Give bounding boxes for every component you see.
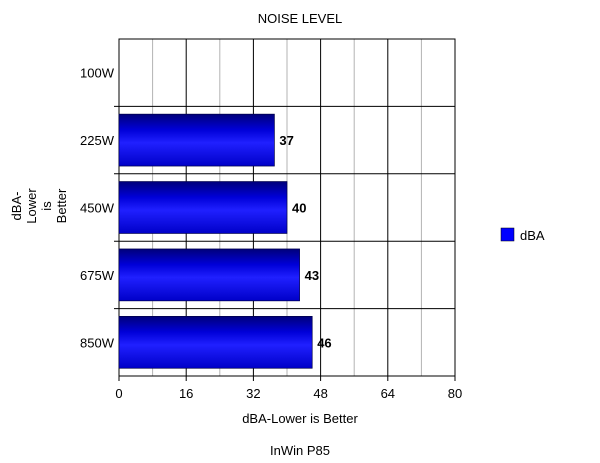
category-label: 225W: [80, 133, 115, 148]
chart-title: NOISE LEVEL: [258, 11, 343, 26]
bar: [118, 181, 288, 234]
x-axis-label: dBA-Lower is Better: [242, 411, 358, 426]
data-label: 37: [279, 133, 293, 148]
data-label: 40: [292, 201, 306, 216]
ylabel-line-3: is: [39, 201, 54, 211]
legend-swatch: [500, 227, 515, 242]
ylabel-line-2: Lower: [24, 188, 39, 224]
plot-area: 100W 225W 37 450W 40 675W 43 850W 46 0 16 32 48 64 80: [80, 38, 462, 401]
bar: [118, 113, 275, 167]
bar: [118, 248, 300, 302]
ylabel-line-4: Better: [54, 188, 69, 223]
x-tick-label: 64: [381, 386, 395, 401]
category-label: 450W: [80, 201, 115, 216]
x-tick-label: 16: [179, 386, 193, 401]
legend: dBA: [500, 227, 545, 243]
x-tick-label: 0: [115, 386, 122, 401]
x-tick-label: 32: [246, 386, 260, 401]
bar: [118, 316, 313, 369]
data-label: 43: [305, 268, 319, 283]
category-label: 850W: [80, 335, 115, 350]
legend-label: dBA: [520, 228, 545, 243]
ylabel-line-1: dBA-: [9, 192, 24, 221]
x-tick-label: 80: [448, 386, 462, 401]
category-label: 675W: [80, 268, 115, 283]
data-label: 46: [317, 335, 331, 350]
category-label: 100W: [80, 66, 115, 81]
chart-subtitle: InWin P85: [270, 443, 330, 458]
x-tick-label: 48: [313, 386, 327, 401]
